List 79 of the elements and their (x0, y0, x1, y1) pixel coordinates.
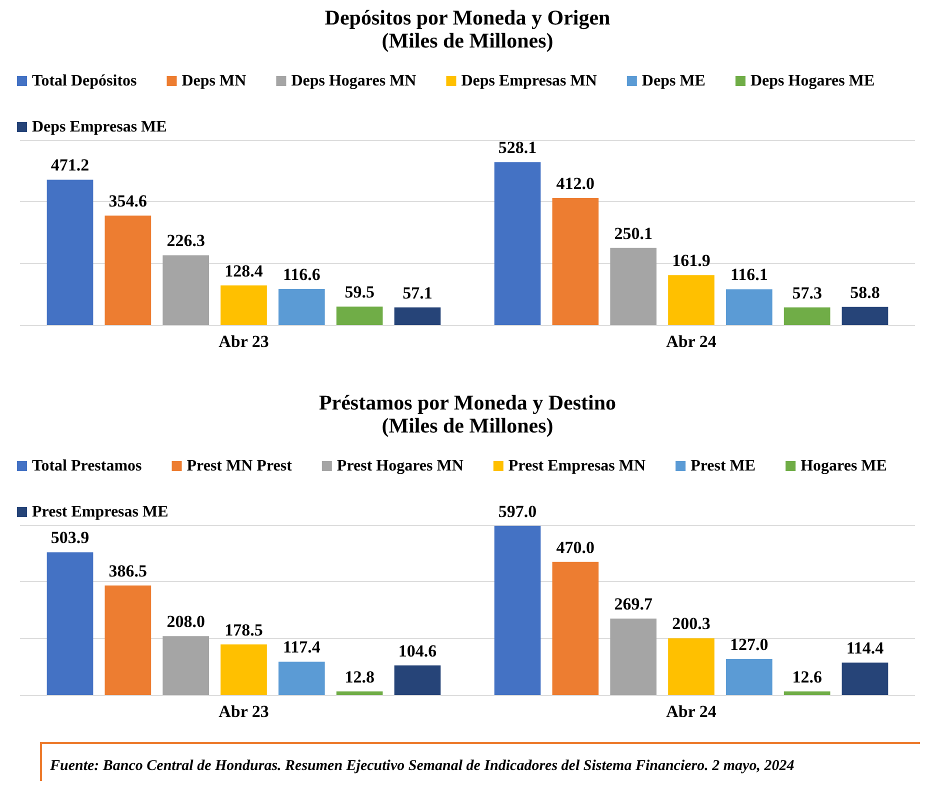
bar (726, 289, 772, 325)
data-label: 471.2 (50, 156, 90, 175)
data-label: 528.1 (498, 138, 537, 158)
bar (668, 275, 714, 325)
legend-label: Prest MN Prest (186, 458, 293, 474)
bar (394, 307, 441, 325)
bar (336, 306, 383, 325)
bar (552, 562, 599, 695)
bar (784, 691, 830, 695)
bar (494, 162, 541, 325)
legend-label: Deps MN (182, 72, 247, 90)
data-label: 503.9 (50, 528, 90, 548)
legend-label: Deps Hogares MN (291, 72, 417, 90)
data-label: 208.0 (166, 612, 205, 632)
legend-label: Deps Hogares ME (750, 72, 875, 90)
data-label: 57.1 (402, 283, 432, 302)
bar (394, 665, 441, 695)
bar (278, 662, 325, 695)
data-label: 250.1 (614, 224, 652, 243)
x-tick-label: Abr 23 (218, 702, 269, 721)
chart-title: Préstamos por Moneda y Destino (318, 390, 616, 414)
bar (494, 526, 541, 695)
bar (784, 307, 830, 325)
legend-label: Total Prestamos (32, 458, 142, 474)
legend-label: Prest Empresas ME (32, 504, 168, 520)
data-label: 200.3 (672, 614, 710, 634)
data-label: 128.4 (224, 261, 264, 280)
bar (668, 638, 714, 695)
data-label: 12.8 (344, 667, 374, 686)
data-label: 117.4 (283, 638, 321, 657)
data-label: 386.5 (108, 561, 148, 580)
bar (552, 198, 599, 325)
chart-subtitle: (Miles de Millones) (382, 28, 554, 52)
bar (610, 248, 657, 325)
bar (842, 662, 888, 695)
bar (162, 636, 210, 695)
bar (162, 255, 210, 325)
legend-label: Hogares ME (800, 458, 887, 474)
data-label: 12.6 (792, 667, 822, 686)
data-label: 104.6 (398, 641, 437, 660)
data-label: 116.6 (283, 265, 320, 284)
bar (278, 289, 325, 325)
bar (842, 306, 888, 325)
x-tick-label: Abr 23 (218, 332, 269, 351)
bar (726, 659, 772, 695)
legend-label: Deps Empresas ME (32, 118, 167, 136)
data-label: 470.0 (556, 538, 595, 557)
source-note: Fuente: Banco Central de Honduras. Resumen Ejecutivo Semanal de Indicadores del Sistema Financiero. 2 mayo, 2024 (40, 742, 920, 781)
data-label: 57.3 (792, 283, 822, 302)
data-label: 354.6 (108, 192, 148, 211)
legend-label: Prest Empresas MN (508, 458, 646, 474)
bar (220, 285, 267, 325)
x-tick-label: Abr 24 (666, 702, 717, 721)
bar (610, 618, 657, 695)
bar (336, 691, 383, 695)
chart-title: Depósitos por Moneda y Origen (324, 6, 611, 30)
data-label: 116.1 (730, 265, 768, 284)
chart-subtitle: (Miles de Millones) (382, 414, 554, 438)
legend-label: Prest Hogares MN (336, 458, 464, 474)
legend-label: Prest ME (690, 458, 756, 474)
data-label: 58.8 (850, 282, 880, 302)
legend-label: Deps Empresas MN (461, 72, 598, 90)
data-label: 597.0 (498, 502, 537, 521)
data-label: 161.9 (672, 251, 710, 270)
bar (46, 552, 94, 695)
bar (46, 180, 94, 325)
data-label: 226.3 (166, 231, 205, 250)
legend-label: Total Depósitos (32, 72, 137, 90)
data-label: 127.0 (730, 635, 768, 654)
data-label: 269.7 (614, 594, 653, 614)
data-label: 114.4 (846, 638, 884, 658)
bar (220, 644, 267, 695)
legend-label: Deps ME (642, 72, 706, 90)
data-label: 178.5 (224, 620, 263, 640)
data-label: 59.5 (344, 282, 374, 302)
bar (104, 216, 152, 325)
data-label: 412.0 (556, 174, 595, 193)
x-tick-label: Abr 24 (666, 332, 717, 351)
bar (104, 585, 152, 695)
